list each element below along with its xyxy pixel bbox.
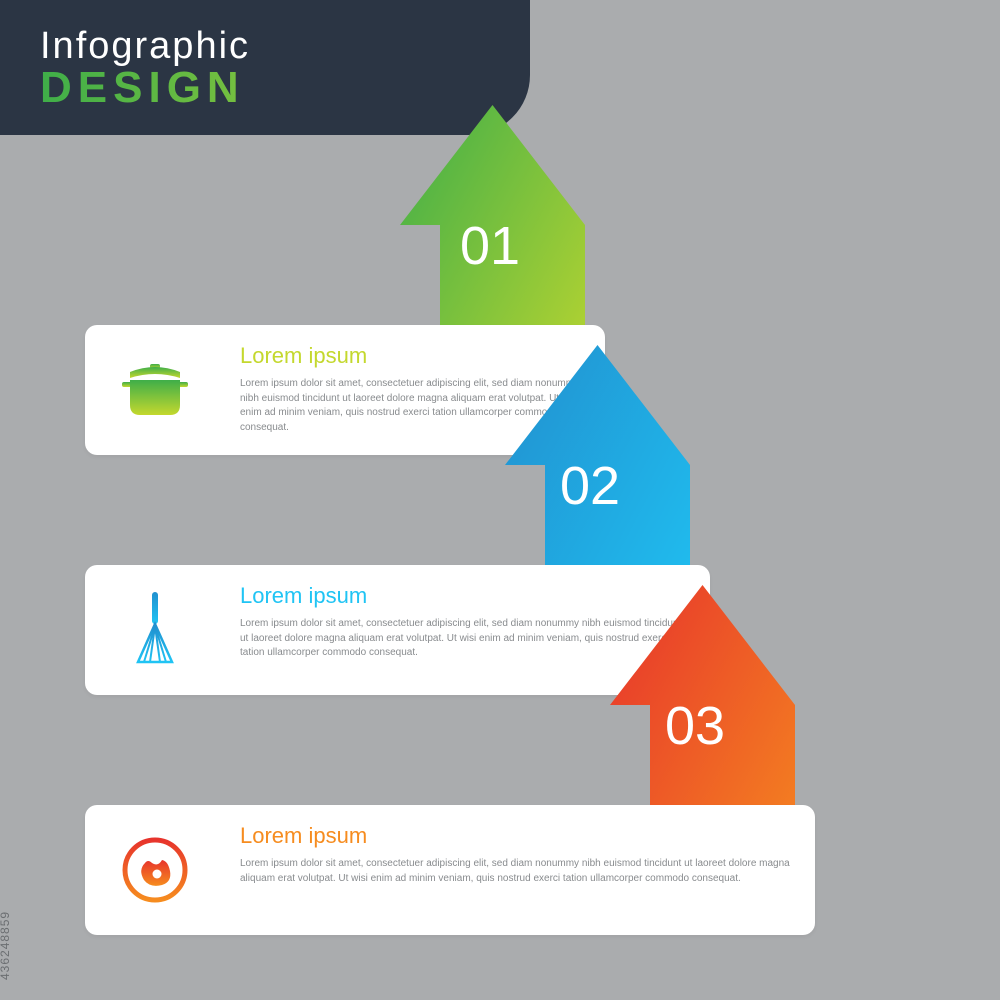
- card-body: Lorem ipsum dolor sit amet, consectetuer…: [240, 857, 795, 886]
- step-number-02: 02: [560, 455, 620, 517]
- step-card-03: Lorem ipsum Lorem ipsum dolor sit amet, …: [85, 805, 815, 935]
- card-title: Lorem ipsum: [240, 823, 795, 849]
- step-number-03: 03: [665, 695, 725, 757]
- whisk-icon: [130, 590, 180, 670]
- card-text: Lorem ipsum Lorem ipsum dolor sit amet, …: [200, 823, 795, 886]
- step-number-01: 01: [460, 215, 520, 277]
- watermark: 436248859: [0, 911, 12, 980]
- pot-icon: [120, 360, 190, 420]
- header-title-line1: Infographic: [40, 25, 490, 68]
- header-title-line2: DESIGN: [40, 68, 490, 108]
- egg-pan-icon: [120, 835, 190, 905]
- card-icon-box: [110, 343, 200, 437]
- card-icon-box: [110, 823, 200, 917]
- card-icon-box: [110, 583, 200, 677]
